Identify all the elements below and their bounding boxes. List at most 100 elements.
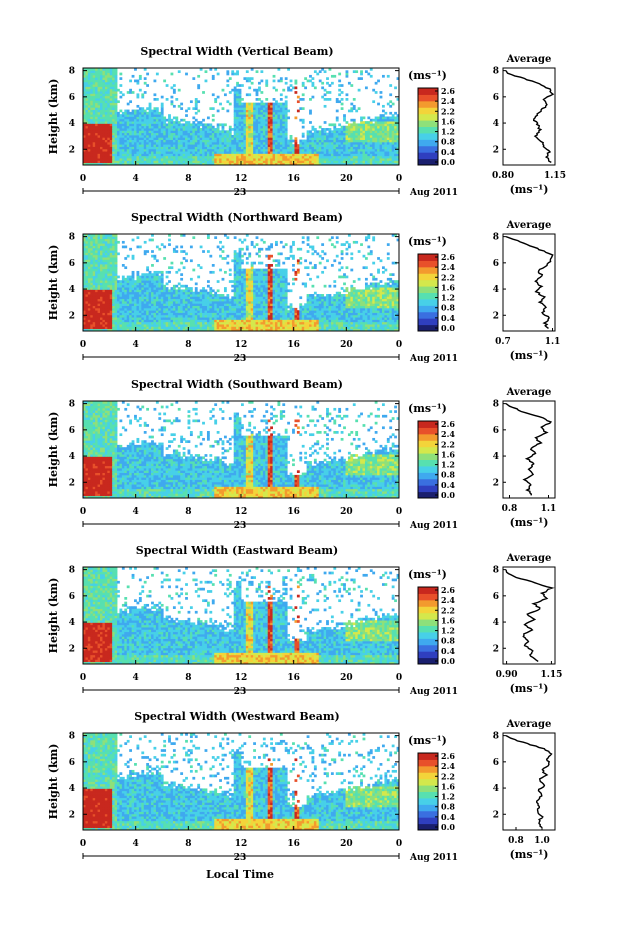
heatmap-cell [163, 144, 166, 147]
heatmap-cell [258, 126, 261, 129]
heatmap-cell [129, 126, 132, 129]
heatmap-cell [141, 149, 144, 152]
heatmap-cell [307, 135, 310, 138]
heatmap-cell [119, 151, 122, 154]
heatmap-cell [302, 149, 305, 152]
heatmap-cell [185, 144, 188, 147]
heatmap-cell [311, 133, 314, 136]
heatmap-cell [171, 100, 174, 103]
heatmap-cell [88, 75, 91, 78]
heatmap-cell [139, 133, 142, 136]
heatmap-cell [107, 156, 110, 159]
heatmap-cell [136, 156, 139, 159]
heatmap-cell [314, 147, 317, 150]
heatmap-cell [107, 70, 110, 73]
heatmap-cell [90, 294, 93, 297]
heatmap-cell [124, 128, 127, 131]
heatmap-cell [392, 160, 395, 163]
heatmap-cell [195, 158, 198, 161]
heatmap-cell [231, 144, 234, 147]
heatmap-cell [98, 128, 101, 131]
heatmap-cell [119, 114, 122, 117]
heatmap-cell [105, 156, 108, 159]
heatmap-cell [105, 103, 108, 106]
heatmap-cell [112, 158, 115, 161]
heatmap-cell [149, 119, 152, 122]
heatmap-cell [117, 117, 120, 120]
heatmap-cell [112, 96, 115, 99]
heatmap-cell [219, 144, 222, 147]
heatmap-cell [90, 70, 93, 73]
heatmap-cell [153, 158, 156, 161]
heatmap-cell [115, 123, 118, 126]
heatmap-cell [263, 110, 266, 113]
heatmap-cell [115, 100, 118, 103]
heatmap-cell [256, 112, 259, 115]
heatmap-cell [380, 128, 383, 131]
heatmap-cell [285, 151, 288, 154]
heatmap-cell [265, 123, 268, 126]
heatmap-cell [200, 121, 203, 124]
heatmap-cell [85, 86, 88, 89]
heatmap-cell [112, 103, 115, 106]
heatmap-cell [205, 147, 208, 150]
heatmap-cell [129, 135, 132, 138]
heatmap-cell [331, 149, 334, 152]
heatmap-cell [380, 96, 383, 99]
heatmap-cell [243, 107, 246, 110]
heatmap-cell [95, 114, 98, 117]
heatmap-cell [246, 117, 249, 120]
heatmap-cell [85, 322, 88, 325]
heatmap-cell [88, 241, 91, 244]
heatmap-cell [311, 137, 314, 140]
heatmap-cell [185, 110, 188, 113]
heatmap-cell [229, 144, 232, 147]
heatmap-cell [260, 91, 263, 94]
heatmap-cell [93, 301, 96, 304]
heatmap-cell [236, 135, 239, 138]
heatmap-cell [268, 105, 271, 108]
heatmap-cell [153, 133, 156, 136]
heatmap-cell [139, 128, 142, 131]
heatmap-cell [124, 123, 127, 126]
heatmap-cell [139, 110, 142, 113]
heatmap-cell [341, 84, 344, 87]
heatmap-cell [297, 149, 300, 152]
heatmap-cell [302, 160, 305, 163]
heatmap-cell [258, 82, 261, 85]
heatmap-cell [246, 133, 249, 136]
heatmap-cell [394, 119, 397, 122]
heatmap-cell [321, 96, 324, 99]
heatmap-cell [329, 144, 332, 147]
heatmap-cell [88, 126, 91, 129]
heatmap-cell [107, 75, 110, 78]
heatmap-cell [188, 126, 191, 129]
heatmap-cell [236, 126, 239, 129]
heatmap-cell [377, 80, 380, 83]
heatmap-cell [98, 117, 101, 120]
heatmap-cell [173, 144, 176, 147]
heatmap-cell [132, 147, 135, 150]
heatmap-cell [389, 156, 392, 159]
heatmap-cell [290, 160, 293, 163]
heatmap-cell [260, 107, 263, 110]
profile-title: Average [506, 54, 552, 65]
heatmap-cell [171, 151, 174, 154]
heatmap-cell [95, 86, 98, 89]
heatmap-cell [149, 158, 152, 161]
heatmap-cell [226, 158, 229, 161]
heatmap-cell [149, 103, 152, 106]
heatmap-cell [263, 140, 266, 143]
heatmap-cell [105, 110, 108, 113]
heatmap-cell [270, 147, 273, 150]
heatmap-cell [265, 121, 268, 124]
heatmap-cell [163, 140, 166, 143]
heatmap-cell [95, 273, 98, 276]
heatmap-cell [336, 98, 339, 101]
heatmap-cell [190, 100, 193, 103]
heatmap-cell [251, 123, 254, 126]
heatmap-cell [90, 123, 93, 126]
heatmap-cell [324, 128, 327, 131]
heatmap-cell [136, 110, 139, 113]
heatmap-cell [90, 100, 93, 103]
